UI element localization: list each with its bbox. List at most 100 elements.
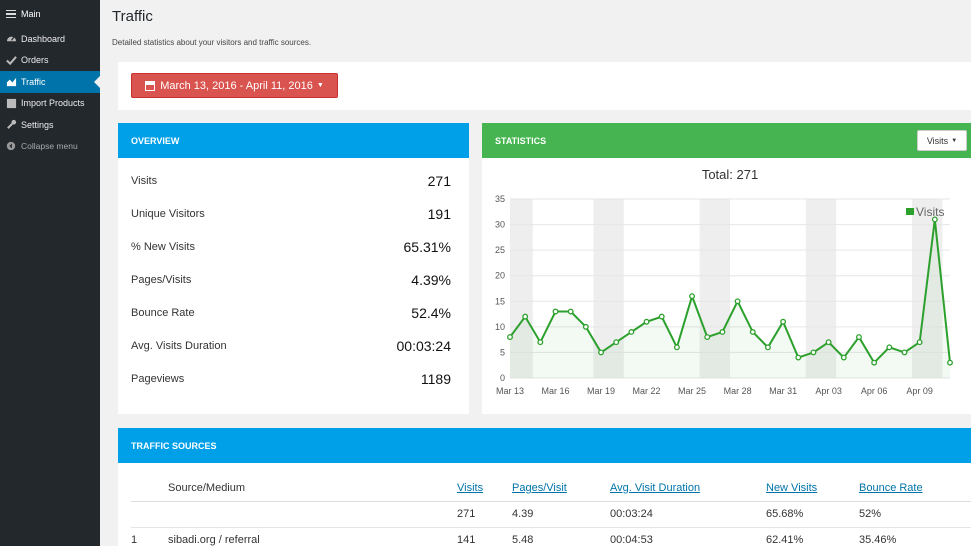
table-cell: 65.68% bbox=[766, 501, 859, 528]
overview-row-visits: Visits 271 bbox=[118, 164, 469, 197]
sidebar-item-dashboard[interactable]: Dashboard bbox=[0, 28, 100, 50]
sidebar-main-toggle[interactable]: Main bbox=[0, 0, 100, 28]
data-point bbox=[871, 359, 878, 366]
visits-dropdown[interactable]: Visits ▼ bbox=[917, 130, 967, 151]
overview-list: Visits 271 Unique Visitors 191 % New Visit… bbox=[118, 158, 469, 395]
overview-label: Unique Visitors bbox=[131, 207, 205, 220]
table-cell: 00:03:24 bbox=[610, 501, 766, 528]
y-tick-label: 0 bbox=[500, 373, 505, 383]
y-tick-label: 30 bbox=[495, 220, 505, 230]
overview-value: 1189 bbox=[420, 370, 451, 387]
sidebar-item-orders[interactable]: Orders bbox=[0, 50, 100, 72]
data-point bbox=[795, 354, 802, 361]
visits-dropdown-label: Visits bbox=[926, 135, 949, 146]
overview-value: 52.4% bbox=[411, 304, 451, 321]
y-tick-label: 35 bbox=[495, 194, 505, 204]
traffic-sources-title: TRAFFIC SOURCES bbox=[118, 428, 971, 463]
column-header-avg-duration: Avg. Visit Duration bbox=[610, 475, 766, 502]
column-header-bounce-rate: Bounce Rate bbox=[859, 475, 971, 502]
data-point bbox=[704, 334, 711, 341]
statistics-panel: STATISTICS Visits ▼ Total: 271 0 5 10 15 20 25… bbox=[482, 123, 971, 414]
statistics-title: STATISTICS bbox=[495, 135, 547, 146]
chart-title: Total: 271 bbox=[702, 167, 758, 182]
data-point bbox=[886, 344, 893, 351]
series-line bbox=[509, 219, 951, 365]
column-header-visits: Visits bbox=[457, 475, 512, 502]
date-range-button[interactable]: March 13, 2016 - April 11, 2016 ▼ bbox=[131, 73, 338, 98]
x-tick-label: Apr 09 bbox=[906, 386, 933, 396]
collapse-icon bbox=[5, 140, 17, 152]
sidebar-item-import-products[interactable]: Import Products bbox=[0, 93, 100, 115]
overview-row-unique-visitors: Unique Visitors 191 bbox=[118, 197, 469, 230]
overview-label: % New Visits bbox=[131, 240, 195, 253]
overview-value: 4.39% bbox=[411, 271, 451, 288]
overview-label: Bounce Rate bbox=[131, 306, 195, 319]
sort-pages-visit-link[interactable]: Pages/Visit bbox=[512, 481, 567, 494]
column-header-new-visits: New Visits bbox=[766, 475, 859, 502]
sort-bounce-rate-link[interactable]: Bounce Rate bbox=[859, 481, 923, 494]
overview-row-pages-visits: Pages/Visits 4.39% bbox=[118, 263, 469, 296]
x-tick-label: Apr 03 bbox=[815, 386, 842, 396]
overview-row-bounce-rate: Bounce Rate 52.4% bbox=[118, 296, 469, 329]
table-cell: 62.41% bbox=[766, 527, 859, 546]
collapse-menu-button[interactable]: Collapse menu bbox=[0, 136, 100, 158]
data-point bbox=[643, 318, 650, 325]
weekend-band bbox=[699, 199, 730, 378]
y-tick-label: 25 bbox=[495, 245, 505, 255]
data-point bbox=[780, 318, 787, 325]
table-header-row: Source/Medium Visits Pages/Visit Avg. Vi… bbox=[131, 475, 971, 502]
overview-label: Visits bbox=[131, 174, 158, 187]
sidebar-item-traffic[interactable]: Traffic bbox=[0, 71, 100, 93]
sidebar-main-label: Main bbox=[21, 9, 41, 19]
y-tick-label: 20 bbox=[495, 271, 505, 281]
overview-value: 65.31% bbox=[403, 238, 451, 255]
table-cell: 141 bbox=[457, 527, 512, 546]
import-icon bbox=[5, 97, 17, 109]
data-point bbox=[628, 329, 635, 335]
x-tick-label: Mar 19 bbox=[587, 386, 615, 396]
table-cell: 00:04:53 bbox=[610, 527, 766, 546]
data-point bbox=[810, 349, 817, 356]
sort-new-visits-link[interactable]: New Visits bbox=[766, 481, 818, 494]
table-cell bbox=[168, 501, 457, 528]
sidebar-item-settings[interactable]: Settings bbox=[0, 114, 100, 136]
check-icon bbox=[5, 54, 17, 66]
table-row: 1 sibadi.org / referral 141 5.48 00:04:5… bbox=[131, 527, 971, 546]
sidebar-item-label: Orders bbox=[21, 55, 49, 66]
x-tick-label: Mar 25 bbox=[678, 386, 706, 396]
dashboard-icon bbox=[5, 33, 17, 45]
x-tick-label: Mar 31 bbox=[769, 386, 797, 396]
collapse-menu-label: Collapse menu bbox=[21, 141, 78, 152]
data-point bbox=[856, 334, 862, 341]
overview-value: 271 bbox=[427, 172, 451, 189]
data-point bbox=[613, 339, 620, 346]
data-point bbox=[552, 308, 559, 315]
wrench-icon bbox=[5, 119, 17, 131]
overview-label: Pageviews bbox=[131, 372, 185, 385]
data-point bbox=[931, 216, 938, 223]
date-range-bar: March 13, 2016 - April 11, 2016 ▼ bbox=[118, 62, 971, 110]
overview-row-avg-duration: Avg. Visits Duration 00:03:24 bbox=[118, 329, 469, 362]
overview-label: Pages/Visits bbox=[131, 273, 192, 286]
sort-visits-link[interactable]: Visits bbox=[457, 481, 484, 494]
traffic-sources-table: Source/Medium Visits Pages/Visit Avg. Vi… bbox=[131, 475, 971, 546]
y-tick-label: 10 bbox=[495, 322, 505, 332]
menu-icon bbox=[6, 8, 16, 21]
column-header-index bbox=[131, 475, 168, 502]
table-cell: 271 bbox=[457, 501, 512, 528]
sort-avg-duration-link[interactable]: Avg. Visit Duration bbox=[610, 481, 701, 494]
data-point bbox=[901, 349, 908, 356]
data-point bbox=[567, 308, 574, 315]
data-point bbox=[522, 313, 529, 320]
sidebar-item-label: Import Products bbox=[21, 98, 85, 109]
overview-title: OVERVIEW bbox=[118, 123, 469, 158]
sidebar-item-label: Settings bbox=[21, 119, 54, 130]
data-point bbox=[537, 339, 544, 346]
x-tick-label: Mar 22 bbox=[633, 386, 661, 396]
sidebar-item-label: Traffic bbox=[21, 76, 46, 87]
table-cell: 35.46% bbox=[859, 527, 971, 546]
table-cell: 5.48 bbox=[512, 527, 610, 546]
data-point bbox=[582, 323, 589, 330]
overview-value: 00:03:24 bbox=[396, 337, 452, 354]
overview-panel: OVERVIEW Visits 271 Unique Visitors 191 % … bbox=[118, 123, 469, 414]
